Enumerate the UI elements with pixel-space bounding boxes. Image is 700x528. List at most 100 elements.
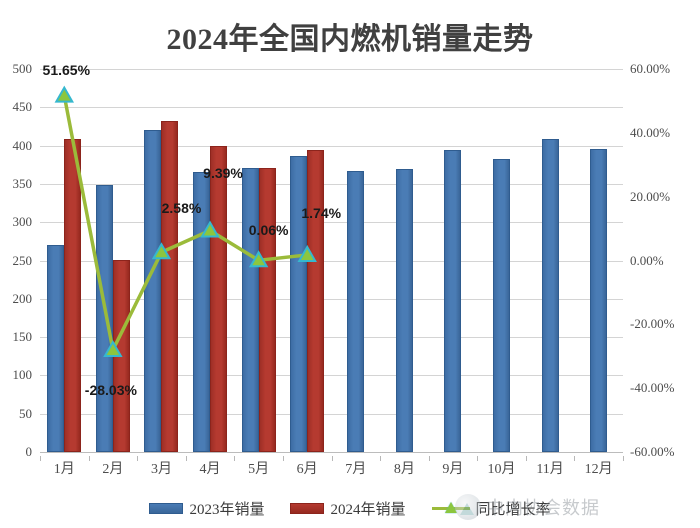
gridline: [40, 107, 623, 109]
bar-group: [574, 69, 623, 452]
y-axis-right-tick-label: -40.00%: [630, 380, 675, 396]
bar-2023: [590, 148, 608, 452]
bar-group: [283, 69, 332, 452]
growth-rate-line: [62, 93, 309, 352]
data-label-growth-rate: -28.03%: [84, 381, 137, 398]
x-axis-tick: [477, 456, 479, 461]
y-axis-left-tick-label: 250: [12, 252, 33, 268]
gridline: [40, 298, 623, 300]
bar-2023: [541, 139, 559, 452]
y-axis-left: 500 450 400 350 300 250 200 150 100 50 0: [0, 61, 36, 459]
legend-swatch-icon: [149, 502, 184, 514]
bar-group: [186, 69, 235, 452]
y-axis-left-tick-label: 200: [12, 290, 33, 306]
x-axis-tick-label: 5月: [248, 462, 270, 477]
y-axis-left-tick-label: 0: [25, 444, 33, 459]
x-axis-tick-label: 2月: [102, 462, 124, 477]
line-marker-triangle: [103, 339, 123, 357]
x-axis-tick-label: 3月: [150, 462, 172, 477]
data-label-growth-rate: 1.74%: [301, 204, 342, 221]
bar-2024: [161, 121, 179, 452]
data-label-growth-rate: 2.58%: [161, 200, 202, 217]
bar-series-layer: [40, 69, 623, 452]
x-axis-tick-label: 7月: [345, 462, 367, 477]
gridline: [40, 452, 623, 453]
bar-2023: [47, 245, 65, 452]
plot-area: 51.65% -28.03% 2.58% 9.39% 0.06% 1.74%: [40, 62, 623, 453]
y-axis-right: 60.00% 40.00% 20.00% 0.00% -20.00% -40.00% -60…: [630, 61, 700, 459]
legend-label: 2024年销量: [330, 501, 406, 518]
legend-item[interactable]: 2023年销量: [149, 498, 264, 519]
x-axis-tick: [234, 456, 236, 461]
x-axis-tick: [40, 456, 41, 461]
bar-2023: [395, 169, 413, 452]
x-axis-tick-label: 8月: [393, 462, 415, 477]
data-label-growth-rate: 9.39%: [203, 164, 243, 181]
gridline: [40, 69, 623, 70]
x-axis-tick-label: 6月: [296, 462, 318, 477]
x-axis-tick: [88, 456, 90, 461]
x-axis-tick: [428, 456, 430, 461]
x-axis-tick: [137, 456, 139, 461]
bar-group: [477, 69, 526, 452]
gridline: [40, 375, 623, 377]
x-axis-tick-label: 9月: [442, 462, 464, 477]
legend-item[interactable]: 同比增长率: [431, 498, 551, 519]
legend-item[interactable]: 2024年销量: [290, 498, 406, 519]
x-axis-tick: [380, 456, 382, 461]
y-axis-left-tick-label: 300: [12, 214, 33, 230]
bar-2023: [347, 170, 365, 452]
line-marker-triangle: [151, 242, 172, 260]
y-axis-right-tick-label: 0.00%: [630, 252, 664, 268]
gridline: [40, 413, 623, 415]
x-axis-tick-label: 12月: [584, 462, 613, 477]
data-label-growth-rate: 0.06%: [248, 222, 289, 239]
bar-2024: [307, 150, 325, 452]
y-axis-left-tick-label: 350: [12, 175, 33, 191]
y-axis-left-tick-label: 100: [12, 367, 33, 383]
x-axis-tick: [331, 456, 333, 461]
line-marker-triangle: [200, 220, 220, 238]
bar-2024: [210, 146, 228, 452]
bar-group: [234, 69, 283, 452]
bar-2024: [258, 167, 276, 452]
bar-group: [137, 69, 186, 452]
y-axis-right-tick-label: 20.00%: [630, 188, 671, 204]
y-axis-left-tick-label: 400: [12, 137, 33, 153]
gridline: [40, 222, 623, 224]
bar-group: [526, 69, 575, 452]
y-axis-right-tick-label: -60.00%: [630, 444, 675, 459]
y-axis-left-tick-label: 50: [19, 405, 32, 421]
x-axis-tick-label: 11月: [536, 462, 564, 477]
y-axis-right-tick-label: 40.00%: [630, 124, 671, 140]
line-marker-triangle: [54, 85, 75, 103]
bar-2023: [144, 129, 162, 452]
bar-group: [429, 69, 478, 452]
legend-line-marker-icon: [431, 501, 470, 515]
legend-label: 2023年销量: [189, 501, 265, 518]
y-axis-left-tick-label: 450: [12, 99, 33, 115]
bar-2023: [193, 172, 211, 452]
data-label-growth-rate: 51.65%: [42, 61, 91, 78]
bar-2023: [290, 155, 308, 452]
y-axis-left-tick-label: 500: [12, 61, 33, 76]
line-series-layer: [54, 85, 317, 357]
y-axis-right-tick-label: 60.00%: [630, 61, 671, 76]
line-marker-triangle: [248, 250, 269, 268]
x-axis-tick-label: 4月: [199, 462, 221, 477]
line-marker-triangle: [297, 244, 317, 262]
legend-label: 同比增长率: [475, 501, 551, 518]
bar-2023: [241, 167, 259, 452]
legend-swatch-icon: [290, 502, 325, 514]
bar-group: [380, 69, 429, 452]
gridline: [40, 183, 623, 185]
y-axis-left-tick-label: 150: [12, 329, 33, 345]
bar-2023: [95, 184, 113, 452]
gridline: [40, 145, 623, 147]
x-axis-tick: [574, 456, 576, 461]
x-axis-tick: [525, 456, 527, 461]
bar-group: [40, 69, 89, 452]
x-axis-tick: [282, 456, 284, 461]
x-axis-tick-label: 1月: [53, 462, 75, 477]
